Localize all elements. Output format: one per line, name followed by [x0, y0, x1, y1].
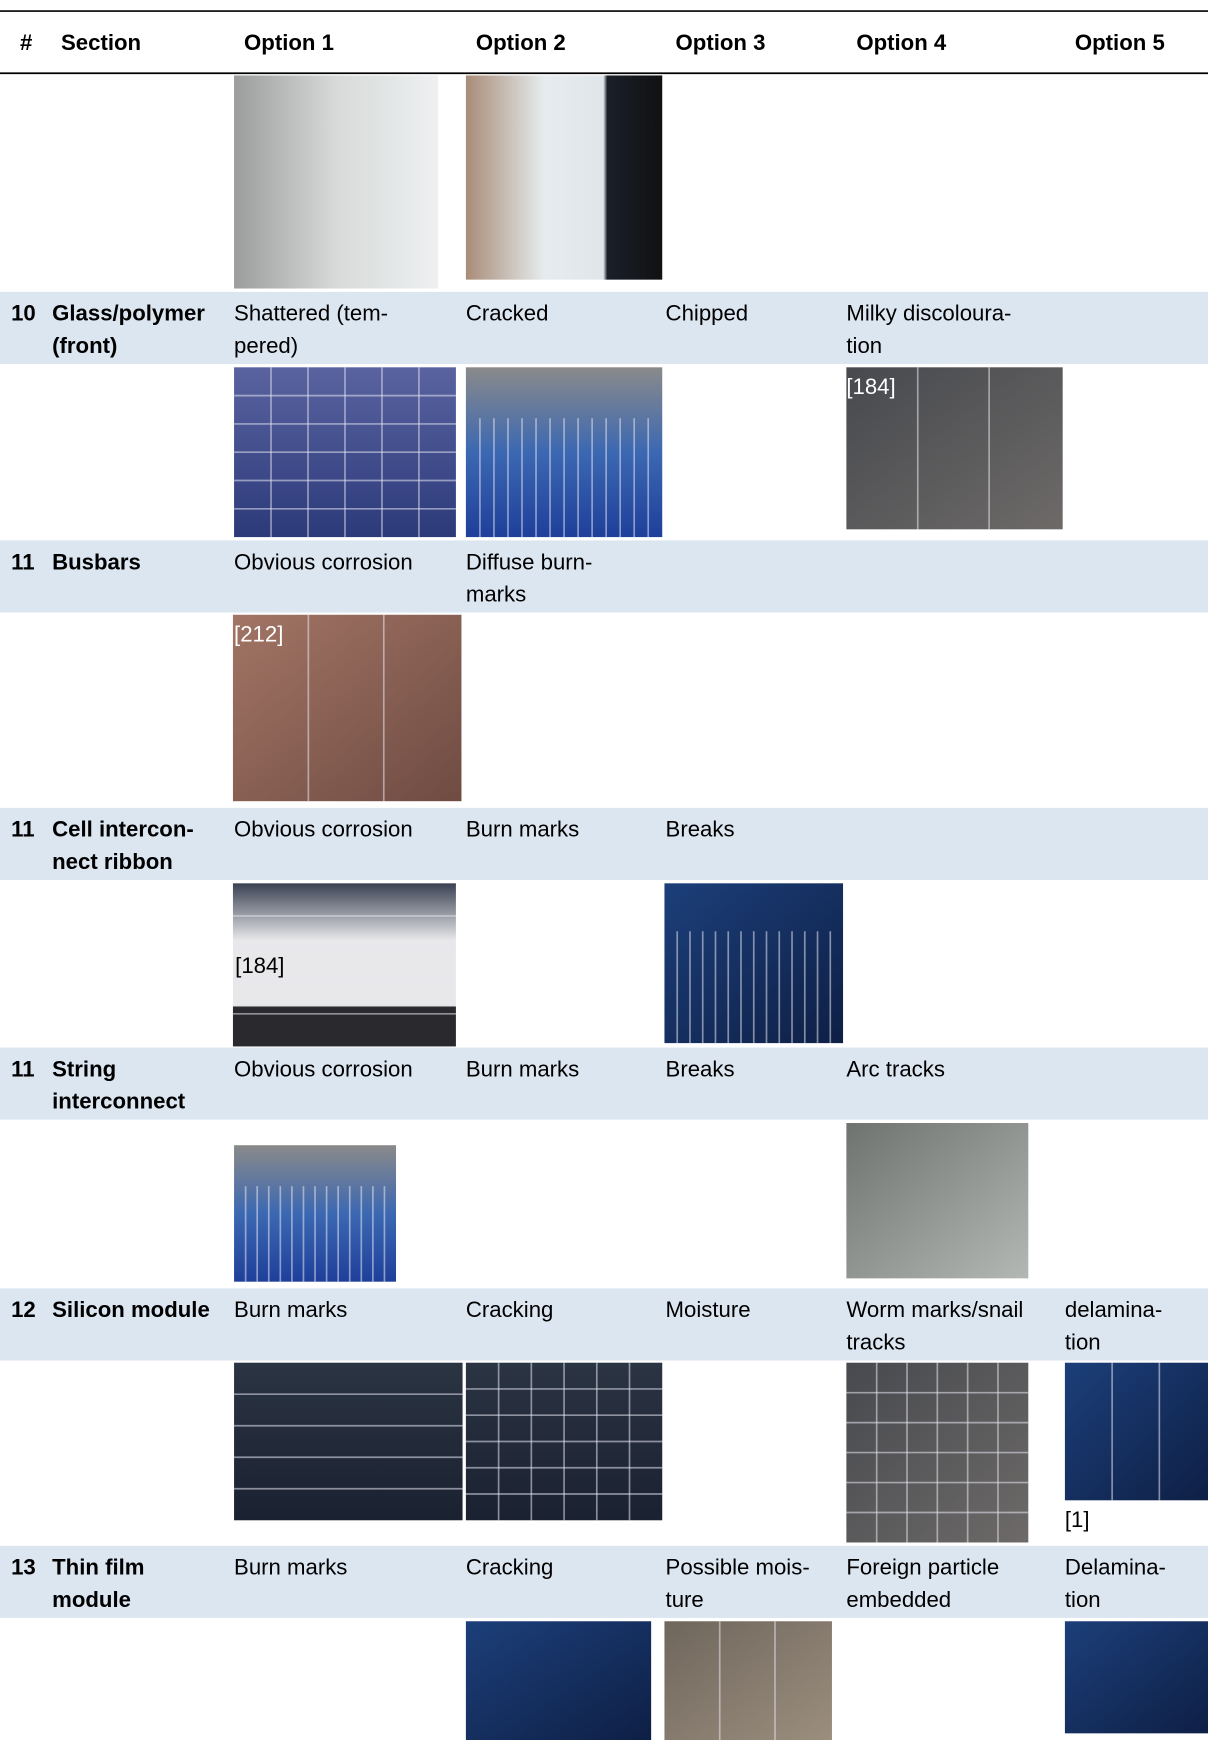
option-text: tion	[846, 333, 882, 358]
option-text: Moisture	[666, 1297, 751, 1322]
column-header: Option 3	[676, 30, 766, 55]
row-band	[0, 291, 1208, 364]
option-text: tion	[1065, 1329, 1101, 1354]
photo	[1064, 1362, 1208, 1501]
option-text: Burn marks	[234, 1297, 347, 1322]
option-text: Breaks	[666, 1056, 735, 1081]
section-name: module	[52, 1587, 131, 1612]
section-name: Glass/polymer	[52, 301, 205, 326]
photo	[232, 614, 462, 802]
option-text: marks	[466, 581, 526, 606]
row-number: 11	[11, 549, 34, 574]
option-text: Cracking	[466, 1555, 553, 1580]
option-text: Shattered (tem-	[234, 301, 388, 326]
option-text: Arc tracks	[846, 1056, 945, 1081]
option-text: Burn marks	[466, 1056, 579, 1081]
option-text: Burn marks	[466, 817, 579, 842]
option-text: tion	[1065, 1587, 1101, 1612]
photo	[234, 75, 439, 289]
option-text: Foreign particle	[846, 1555, 999, 1580]
image-citation: [184]	[235, 953, 284, 978]
row-band	[0, 807, 1208, 880]
option-text: Diffuse burn-	[466, 549, 593, 574]
photo	[232, 883, 456, 1047]
option-text: Milky discoloura-	[846, 301, 1011, 326]
column-header: Option 1	[244, 30, 334, 55]
row-number: 11	[11, 817, 34, 842]
option-text: Cracking	[466, 1297, 553, 1322]
section-name: (front)	[52, 333, 117, 358]
column-header: Option 4	[856, 30, 947, 55]
photo	[234, 1362, 463, 1521]
option-text: Worm marks/snail	[846, 1297, 1023, 1322]
row-number: 12	[11, 1297, 36, 1322]
option-text: Burn marks	[234, 1555, 347, 1580]
option-text: Obvious corrosion	[234, 1056, 413, 1081]
option-text: embedded	[846, 1587, 951, 1612]
row-band	[0, 540, 1208, 613]
option-text: ture	[666, 1587, 704, 1612]
column-header: #	[20, 30, 32, 55]
image-citation: [212]	[234, 621, 283, 646]
row-number: 13	[11, 1555, 36, 1580]
section-name: String	[52, 1056, 116, 1081]
option-text: Chipped	[666, 301, 749, 326]
section-name: Silicon module	[52, 1297, 210, 1322]
option-text: tracks	[846, 1329, 905, 1354]
photo	[846, 367, 1063, 530]
photo	[1064, 1621, 1208, 1734]
section-name: nect ribbon	[52, 849, 173, 874]
photo	[465, 1621, 652, 1740]
section-name: Busbars	[52, 549, 141, 574]
column-header: Option 5	[1075, 30, 1165, 55]
row-band	[0, 1288, 1208, 1361]
option-text: Possible mois-	[666, 1555, 810, 1580]
photo	[465, 75, 663, 280]
option-text: delamina-	[1065, 1297, 1162, 1322]
row-number: 11	[11, 1056, 34, 1081]
section-name: Cell intercon-	[52, 817, 194, 842]
column-header: Section	[61, 30, 141, 55]
option-text: pered)	[234, 333, 298, 358]
section-name: Thin film	[52, 1555, 144, 1580]
option-text: Obvious corrosion	[234, 549, 413, 574]
photo	[664, 1621, 832, 1740]
row-band	[0, 1047, 1208, 1120]
image-citation: [184]	[846, 374, 895, 399]
image-citation: [1]	[1065, 1507, 1090, 1532]
option-text: Delamina-	[1065, 1555, 1166, 1580]
option-text: Cracked	[466, 301, 549, 326]
row-band	[0, 1545, 1208, 1618]
column-header: Option 2	[476, 30, 566, 55]
row-number: 10	[11, 301, 36, 326]
section-name: interconnect	[52, 1089, 186, 1114]
option-text: Obvious corrosion	[234, 817, 413, 842]
photo	[846, 1123, 1029, 1279]
option-text: Breaks	[666, 817, 735, 842]
